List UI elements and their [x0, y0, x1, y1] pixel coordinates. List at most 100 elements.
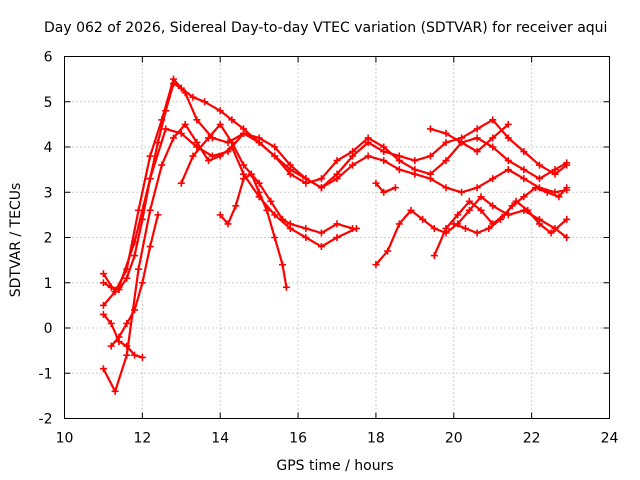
data-point — [426, 170, 434, 178]
data-point — [532, 184, 540, 192]
x-tick-label: 14 — [211, 431, 229, 447]
data-point — [563, 215, 571, 223]
data-point — [286, 161, 294, 169]
data-point — [504, 120, 512, 128]
data-point — [146, 206, 154, 214]
data-point — [372, 179, 380, 187]
y-tick-label: 2 — [44, 231, 53, 247]
data-point — [333, 157, 341, 165]
data-point — [489, 134, 497, 142]
data-point — [465, 197, 473, 205]
series-track-8 — [107, 211, 162, 350]
data-point — [267, 197, 275, 205]
data-point — [302, 234, 310, 241]
data-point — [461, 224, 469, 232]
data-point — [458, 138, 466, 146]
y-tick-label: 6 — [44, 50, 53, 66]
y-tick-label: 3 — [44, 185, 53, 201]
data-point — [497, 215, 504, 223]
data-point — [520, 175, 528, 183]
data-point — [333, 220, 341, 228]
data-point — [508, 202, 516, 210]
data-point — [317, 184, 325, 192]
data-point — [302, 175, 310, 183]
data-point — [473, 184, 481, 192]
data-point — [302, 224, 310, 232]
data-point — [255, 134, 263, 142]
data-point — [430, 252, 438, 260]
data-point — [216, 120, 224, 128]
data-point — [504, 134, 512, 142]
y-tick-label: -1 — [39, 366, 53, 382]
x-tick-label: 22 — [523, 431, 541, 447]
data-point — [181, 89, 189, 97]
data-point — [535, 220, 543, 228]
data-point — [240, 129, 248, 137]
data-point — [134, 206, 142, 214]
data-point — [123, 319, 131, 327]
data-point — [177, 179, 185, 187]
data-point — [489, 202, 497, 210]
data-point — [485, 224, 493, 232]
data-point — [255, 188, 263, 196]
data-point — [317, 243, 325, 251]
data-point — [240, 175, 248, 183]
data-point — [333, 170, 341, 178]
data-point — [563, 184, 571, 192]
data-point — [138, 279, 146, 287]
data-point — [123, 351, 131, 359]
data-point — [263, 206, 271, 214]
data-point — [115, 283, 123, 291]
data-point — [279, 261, 286, 269]
y-tick-label: 1 — [44, 276, 53, 292]
series-line — [180, 123, 354, 235]
data-point — [473, 134, 481, 142]
data-point — [473, 125, 481, 133]
data-point — [411, 166, 419, 174]
series-line — [102, 123, 358, 393]
data-point — [271, 211, 279, 219]
data-point — [271, 143, 279, 151]
data-point — [115, 333, 123, 341]
data-point — [419, 215, 427, 223]
data-point — [224, 220, 232, 228]
data-point — [504, 157, 512, 165]
data-point — [489, 143, 497, 151]
data-point — [520, 148, 528, 156]
series-line — [102, 77, 568, 293]
data-point — [364, 138, 372, 146]
data-point — [181, 120, 189, 128]
data-point — [333, 234, 341, 241]
series-line — [219, 173, 288, 289]
data-point — [271, 234, 279, 241]
data-point — [170, 75, 177, 83]
data-point — [391, 184, 399, 192]
data-point — [286, 170, 294, 178]
data-point — [216, 107, 224, 115]
data-point — [99, 279, 107, 287]
data-point — [477, 193, 485, 201]
data-point — [111, 387, 119, 395]
y-tick-label: 4 — [44, 140, 53, 156]
data-point — [442, 157, 450, 165]
data-point — [317, 175, 325, 183]
data-point — [123, 342, 131, 350]
data-point — [205, 134, 213, 142]
data-point — [279, 215, 286, 223]
data-point — [271, 152, 279, 160]
data-point — [131, 351, 139, 359]
data-point — [520, 193, 528, 201]
data-point — [170, 134, 177, 142]
data-point — [380, 157, 388, 165]
data-point — [349, 224, 357, 232]
x-tick-label: 12 — [133, 431, 151, 447]
data-point — [189, 93, 197, 101]
data-point — [158, 116, 166, 124]
data-point — [450, 220, 458, 228]
data-point — [99, 310, 107, 318]
data-point — [395, 166, 403, 174]
data-point — [282, 283, 290, 291]
data-point — [216, 152, 224, 160]
y-tick-label: -2 — [39, 412, 53, 428]
